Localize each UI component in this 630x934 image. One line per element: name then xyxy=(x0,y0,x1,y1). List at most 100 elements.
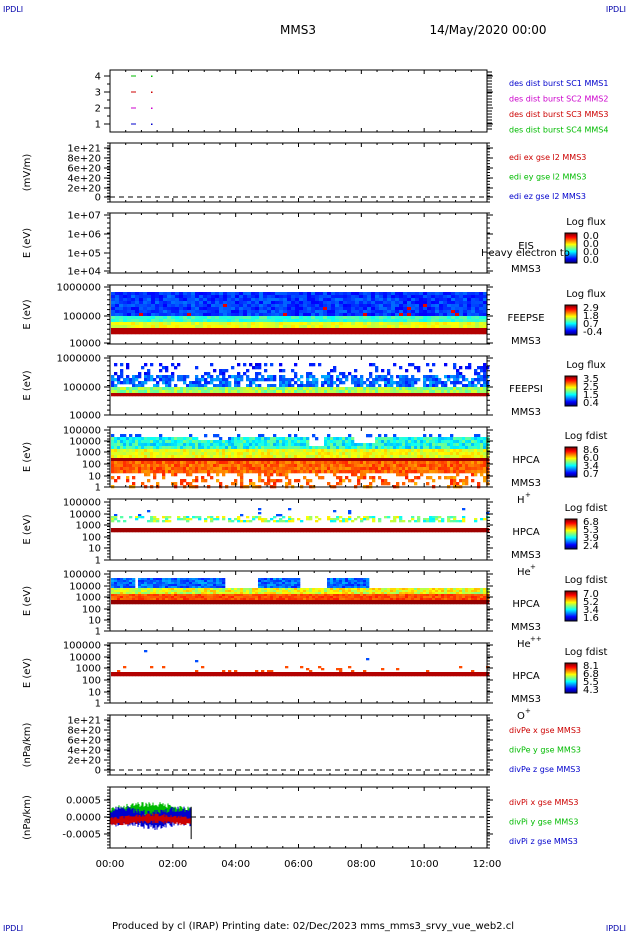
spectrogram-cell xyxy=(411,461,415,465)
spectrogram-cell xyxy=(455,331,460,335)
spectrogram-cell xyxy=(167,304,172,308)
spectrogram-cell xyxy=(323,310,328,314)
spectrogram-cell xyxy=(383,319,388,323)
spectrogram-cell xyxy=(287,322,292,326)
spectrogram-cell xyxy=(303,437,307,441)
spectrogram-cell xyxy=(342,437,346,441)
spectrogram-cell xyxy=(215,328,220,332)
spectrogram-cell xyxy=(475,298,480,302)
spectrogram-cell xyxy=(411,387,415,391)
spectrogram-cell xyxy=(405,455,409,459)
spectrogram-cell xyxy=(327,449,331,453)
spectrogram-cell xyxy=(129,390,133,394)
spectrogram-cell xyxy=(216,464,220,468)
spectrogram-cell xyxy=(477,458,481,462)
spectrogram-cell xyxy=(391,307,396,311)
spectrogram-cell xyxy=(307,316,312,320)
spectrogram-cell xyxy=(271,322,276,326)
spectrogram-cell xyxy=(299,295,304,299)
spectrogram-cell xyxy=(383,322,388,326)
spectrogram-cell xyxy=(423,325,428,329)
spectrogram-cell xyxy=(144,458,148,462)
spectrogram-cell xyxy=(468,443,472,447)
spectrogram-cell xyxy=(287,325,292,329)
spectrogram-cell xyxy=(201,455,205,459)
spectrogram-cell xyxy=(471,381,475,385)
spectrogram-cell xyxy=(225,449,229,453)
spacecraft-label: MMS3 xyxy=(511,407,541,418)
spectrogram-cell xyxy=(447,467,451,471)
spectrogram-cell xyxy=(131,292,136,296)
spectrogram-cell xyxy=(237,443,241,447)
spectrogram-cell xyxy=(312,464,316,468)
spectrogram-cell xyxy=(339,387,343,391)
spectrogram-cell xyxy=(371,298,376,302)
spectrogram-cell xyxy=(459,292,464,296)
spectrogram-cell xyxy=(429,375,433,379)
spectrogram-cell xyxy=(450,467,454,471)
spectrogram-cell xyxy=(351,319,356,323)
spectrogram-cell xyxy=(427,319,432,323)
spectrogram-cell xyxy=(303,528,307,531)
spectrogram-cell xyxy=(360,476,364,480)
spectrogram-cell xyxy=(141,464,145,468)
spectrogram-cell xyxy=(255,295,260,299)
spectrogram-cell xyxy=(345,464,349,468)
spectrogram-cell xyxy=(151,304,156,308)
spectrogram-cell xyxy=(114,378,118,382)
spectrogram-cell xyxy=(179,295,184,299)
spectrogram-cell xyxy=(288,446,292,450)
spectrogram-cell xyxy=(479,325,484,329)
spectrogram-cell xyxy=(255,366,259,370)
spectrogram-cell xyxy=(379,313,384,317)
spectrogram-cell xyxy=(294,479,298,483)
spectrogram-cell xyxy=(219,319,224,323)
colorbar-cell xyxy=(565,381,577,383)
spectrogram-cell xyxy=(306,390,310,394)
spectrogram-cell xyxy=(120,393,124,397)
spectrogram-cell xyxy=(297,455,301,459)
spectrogram-cell xyxy=(306,530,310,533)
spectrogram-cell xyxy=(311,322,316,326)
spectrogram-cell xyxy=(463,301,468,305)
spectrogram-cell xyxy=(270,449,274,453)
spectrogram-cell xyxy=(119,325,124,329)
spectrogram-cell xyxy=(123,455,127,459)
spectrogram-cell xyxy=(175,331,180,335)
spectrogram-cell xyxy=(471,319,476,323)
spectrogram-cell xyxy=(447,310,452,314)
spectrogram-cell xyxy=(439,298,444,302)
spectrogram-cell xyxy=(415,322,420,326)
spectrogram-cell xyxy=(354,449,358,453)
spectrogram-cell xyxy=(183,292,188,296)
spectrogram-cell xyxy=(111,307,116,311)
spectrogram-cell xyxy=(219,304,224,308)
spectrogram-cell xyxy=(270,384,274,388)
spectrogram-cell xyxy=(483,387,487,391)
spectrogram-cell xyxy=(419,298,424,302)
spectrogram-cell xyxy=(179,319,184,323)
spectrogram-cell xyxy=(167,325,172,329)
spectrogram-cell xyxy=(384,458,388,462)
spectrogram-cell xyxy=(444,455,448,459)
spectrogram-cell xyxy=(231,455,235,459)
spectrogram-cell xyxy=(477,449,481,453)
spectrogram-cell xyxy=(355,298,360,302)
spectrogram-cell xyxy=(419,310,424,314)
spectrogram-cell xyxy=(288,528,292,531)
spectrogram-cell xyxy=(258,440,262,444)
spectrogram-cell xyxy=(381,470,385,474)
spectrogram-cell xyxy=(318,476,322,480)
spectrogram-cell xyxy=(315,387,319,391)
spectrogram-cell xyxy=(120,381,124,385)
spectrogram-cell xyxy=(156,387,160,391)
spectrogram-cell xyxy=(309,372,313,376)
spectrogram-cell xyxy=(387,301,392,305)
spectrogram-cell xyxy=(247,301,252,305)
spectrogram-cell xyxy=(319,301,324,305)
spectrogram-cell xyxy=(390,520,394,523)
spectrogram-cell xyxy=(399,387,403,391)
spectrogram-cell xyxy=(171,298,176,302)
spectrogram-cell xyxy=(291,378,295,382)
spectrogram-cell xyxy=(264,369,268,373)
